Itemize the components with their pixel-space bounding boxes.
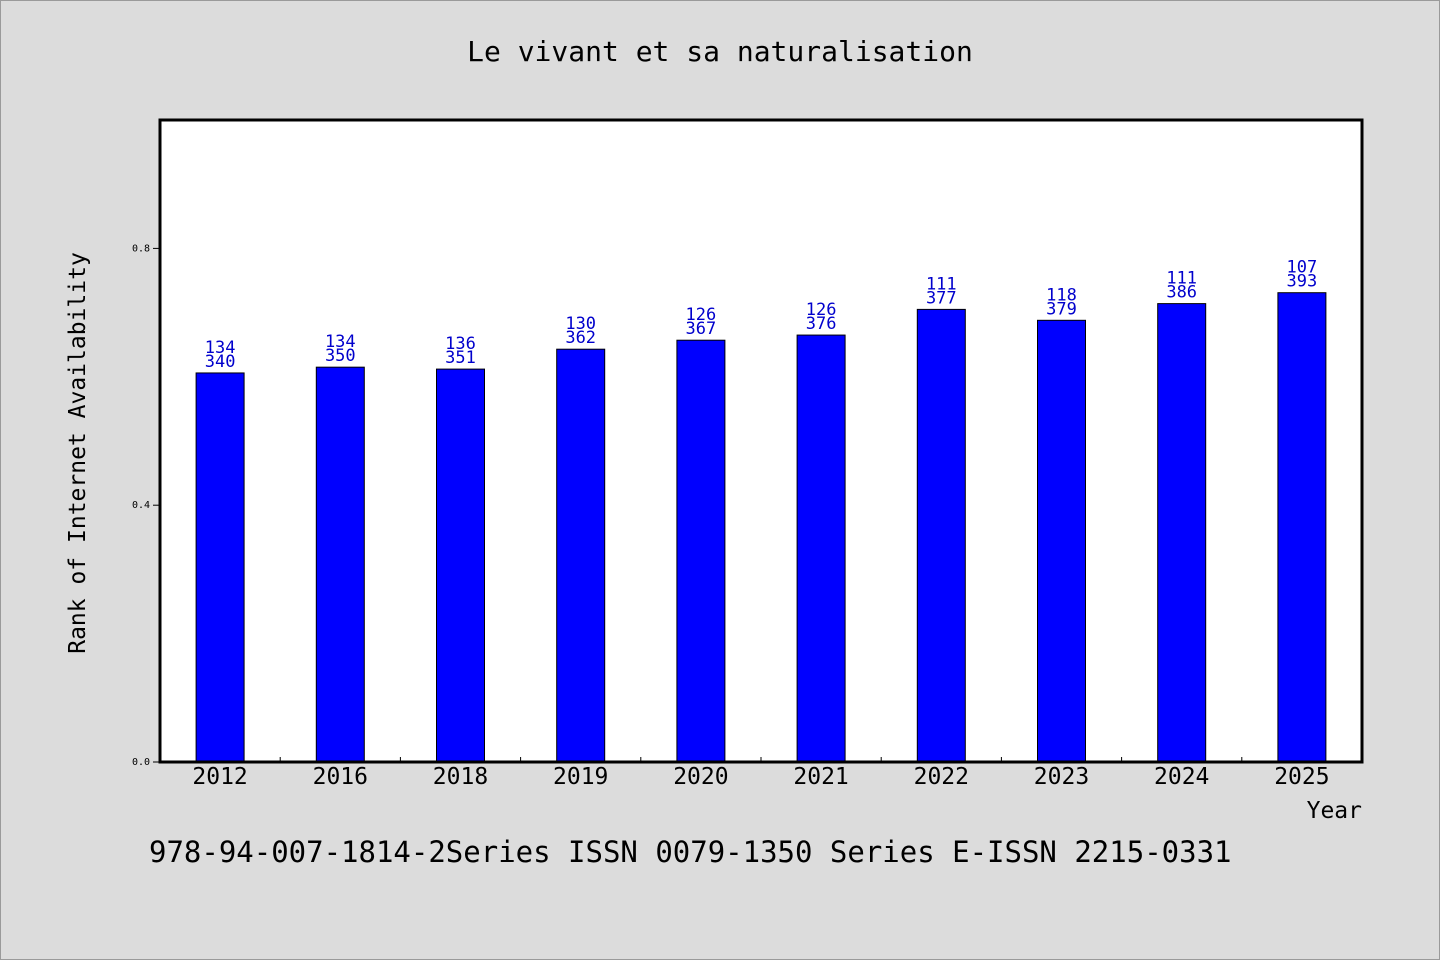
bar-label-bottom: 350: [325, 346, 356, 366]
y-tick-label: 0.0: [132, 757, 150, 768]
x-tick-label: 2024: [1154, 764, 1209, 790]
footer-note: 978-94-007-1814-2Series ISSN 0079-1350 S…: [149, 835, 1232, 869]
y-tick-label: 0.8: [132, 243, 150, 254]
bar-label-bottom: 377: [926, 288, 957, 308]
plot-frame: [158, 118, 1364, 764]
x-tick-label: 2019: [553, 764, 608, 790]
bar: [916, 308, 966, 763]
bar-label-bottom: 393: [1287, 272, 1318, 292]
bar-label-top: 126: [806, 300, 837, 320]
bar-label-top: 111: [1166, 269, 1197, 289]
bar-label-top: 107: [1287, 258, 1318, 278]
x-tick-label: 2021: [793, 764, 848, 790]
bar-label-bottom: 340: [205, 352, 236, 372]
x-tick-label: 2012: [192, 764, 247, 790]
bar-label-bottom: 386: [1166, 283, 1197, 303]
x-axis-label: Year: [1307, 798, 1362, 824]
x-tick-label: 2020: [673, 764, 728, 790]
bar-label-bottom: 379: [1046, 299, 1077, 319]
bar: [1037, 319, 1086, 763]
bar: [1157, 303, 1207, 763]
bar-label-top: 134: [205, 338, 236, 358]
bar: [315, 366, 365, 763]
bar-label-bottom: 367: [686, 319, 717, 339]
y-axis-label: Rank of Internet Availability: [65, 252, 91, 654]
x-tick-label: 2016: [313, 764, 368, 790]
bar-label-bottom: 351: [445, 348, 476, 368]
bar-label-top: 134: [325, 332, 356, 352]
bar: [436, 368, 485, 763]
bar: [796, 334, 846, 763]
bar-label-bottom: 376: [806, 314, 837, 334]
bar: [556, 348, 606, 763]
bar-label-bottom: 362: [565, 328, 596, 348]
bar-label-top: 136: [445, 334, 476, 354]
bar: [195, 372, 245, 763]
bar-label-top: 118: [1046, 285, 1077, 305]
bar: [1277, 292, 1327, 763]
bar-label-top: 111: [926, 274, 957, 294]
x-tick-label: 2023: [1034, 764, 1089, 790]
chart-title: Le vivant et sa naturalisation: [467, 35, 973, 68]
x-tick-label: 2025: [1274, 764, 1329, 790]
x-tick-label: 2022: [914, 764, 969, 790]
y-tick-label: 0.4: [132, 500, 150, 511]
x-tick-label: 2018: [433, 764, 488, 790]
bar-label-top: 130: [565, 314, 596, 334]
bar-label-top: 126: [686, 305, 717, 325]
bar: [676, 339, 726, 763]
